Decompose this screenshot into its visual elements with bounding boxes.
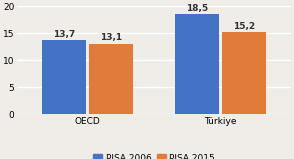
Text: 18,5: 18,5 <box>186 4 208 13</box>
Bar <box>175 14 219 114</box>
Bar <box>89 44 133 114</box>
Text: 13,1: 13,1 <box>100 33 122 42</box>
Text: 15,2: 15,2 <box>233 22 255 31</box>
Bar <box>222 32 266 114</box>
Legend: PISA 2006, PISA 2015: PISA 2006, PISA 2015 <box>89 150 219 159</box>
Bar <box>42 40 86 114</box>
Text: 13,7: 13,7 <box>53 30 75 39</box>
